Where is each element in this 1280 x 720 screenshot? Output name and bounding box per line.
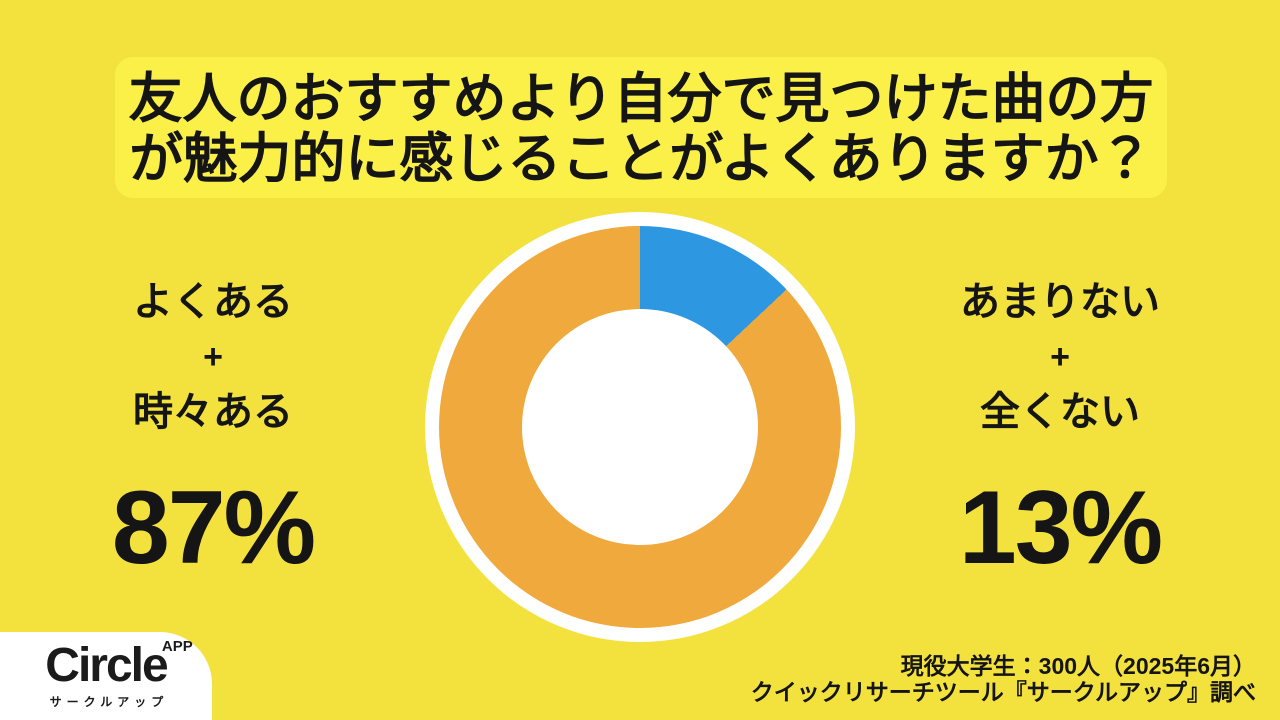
- logo-subtitle: サークルアップ: [49, 695, 169, 709]
- survey-source-line-1: 現役大学生：300人（2025年6月）: [900, 653, 1256, 679]
- answer-left-label-2: 時々ある: [133, 390, 293, 434]
- answer-right-label-2: 全くない: [980, 390, 1140, 434]
- donut-chart: [425, 212, 855, 642]
- logo-app-badge: APP: [161, 638, 193, 655]
- logo-wordmark: Circle: [45, 639, 168, 692]
- answer-right-plus: +: [1050, 338, 1070, 376]
- answer-left-percent: 87%: [111, 470, 316, 586]
- answer-right-label-1: あまりない: [960, 280, 1160, 324]
- question-line-2: が魅力的に感じることがよくありますか？: [129, 128, 1153, 189]
- donut-hole: [522, 309, 758, 545]
- answer-block-left: よくある + 時々ある 87%: [63, 278, 363, 580]
- answer-right-percent: 13%: [958, 470, 1163, 586]
- answer-left-plus: +: [203, 338, 223, 376]
- donut-ring: [439, 226, 841, 628]
- question-line-1: 友人のおすすめより自分で見つけた曲の方: [128, 68, 1154, 129]
- question-banner: 友人のおすすめより自分で見つけた曲の方 が魅力的に感じることがよくありますか？: [115, 57, 1167, 198]
- circleapp-logo: Circle APP: [45, 638, 192, 692]
- circleapp-logo-panel: Circle APP サークルアップ: [0, 632, 212, 720]
- survey-source: 現役大学生：300人（2025年6月） クイックリサーチツール『サークルアップ』…: [751, 653, 1256, 705]
- answer-block-right: あまりない + 全くない 13%: [910, 278, 1210, 580]
- answer-left-label-1: よくある: [133, 280, 293, 324]
- survey-source-line-2: クイックリサーチツール『サークルアップ』調べ: [750, 679, 1256, 705]
